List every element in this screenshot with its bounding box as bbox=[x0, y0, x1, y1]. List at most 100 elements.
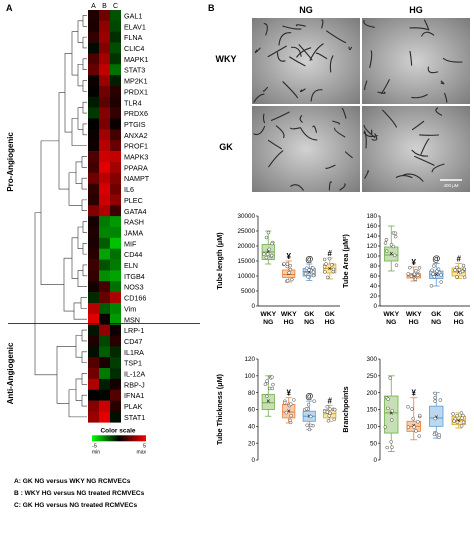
micrograph-image bbox=[252, 18, 360, 104]
dendrogram-branch bbox=[81, 329, 87, 342]
gene-label: CD47 bbox=[124, 337, 142, 346]
heatmap-cell bbox=[110, 161, 121, 174]
data-point bbox=[288, 263, 293, 268]
dendrogram-branch bbox=[77, 270, 87, 287]
tube-segment bbox=[444, 92, 448, 103]
heatmap-cell bbox=[88, 357, 99, 369]
gene-label: MIF bbox=[124, 239, 137, 248]
significance-marker: @ bbox=[432, 255, 440, 264]
significance-marker: # bbox=[328, 249, 333, 258]
heatmap-cell bbox=[110, 172, 121, 184]
heatmap-cell bbox=[99, 292, 110, 304]
category-label: NG bbox=[431, 319, 441, 326]
micrograph-row-label: WKY bbox=[216, 54, 237, 64]
data-point bbox=[433, 391, 437, 396]
data-point bbox=[391, 244, 396, 249]
heatmap-cell bbox=[110, 183, 121, 195]
data-point bbox=[460, 416, 464, 420]
tube-segment bbox=[328, 181, 332, 191]
heatmap-cell bbox=[110, 194, 121, 206]
heatmap-cell bbox=[110, 64, 121, 76]
y-axis-title: Tube Thickness (μM) bbox=[215, 373, 224, 445]
scale-max-word: max bbox=[137, 449, 147, 455]
heatmap-cell bbox=[88, 64, 99, 76]
heatmap-cell bbox=[110, 357, 121, 369]
heatmap-cell bbox=[110, 10, 121, 22]
micrograph-image bbox=[252, 106, 360, 192]
gene-label: NAMPT bbox=[124, 174, 150, 183]
gene-label: IFNA1 bbox=[124, 391, 144, 400]
heatmap-cell bbox=[110, 389, 121, 401]
dendrogram-branch bbox=[81, 177, 87, 190]
gene-label: MAPK1 bbox=[124, 55, 148, 64]
y-tick-label: 100 bbox=[244, 373, 255, 380]
heatmap-cell bbox=[110, 335, 121, 347]
heatmap-cell bbox=[110, 118, 121, 130]
data-point bbox=[433, 395, 437, 400]
data-point bbox=[332, 417, 337, 422]
heatmap-cell bbox=[110, 205, 121, 217]
heatmap-cell bbox=[88, 161, 99, 174]
data-point bbox=[451, 412, 455, 416]
heatmap-cell bbox=[99, 216, 110, 228]
comparison-legend: A: GK NG versus WKY NG RCMVECs B : WKY H… bbox=[14, 476, 144, 512]
tube-segment bbox=[341, 107, 347, 119]
heatmap-cell bbox=[110, 140, 121, 152]
tube-segment bbox=[363, 20, 375, 28]
gene-label: ELN bbox=[124, 261, 138, 270]
y-tick-label: 0 bbox=[373, 303, 377, 310]
gene-label: PTGIS bbox=[124, 120, 146, 129]
gene-label: CLIC4 bbox=[124, 44, 144, 53]
data-point bbox=[311, 270, 316, 274]
data-point bbox=[461, 420, 466, 425]
data-point bbox=[282, 262, 286, 266]
mean-marker: × bbox=[287, 409, 291, 416]
micrograph-image bbox=[362, 106, 470, 192]
heatmap-cell bbox=[99, 172, 110, 184]
data-point bbox=[306, 275, 310, 279]
heatmap-cell bbox=[99, 10, 110, 22]
tube-segment bbox=[411, 94, 428, 99]
dendrogram-branch bbox=[77, 107, 83, 130]
significance-marker: ¥ bbox=[287, 389, 292, 398]
tube-segment bbox=[262, 113, 266, 124]
tube-segment bbox=[282, 25, 302, 30]
tube-segment bbox=[296, 47, 312, 58]
dendrogram-branch bbox=[75, 378, 82, 401]
column-label-a: A bbox=[91, 3, 96, 10]
tube-formation-micrographs: NG HG WKY GK 400 μM bbox=[216, 5, 470, 192]
y-tick-label: 200 bbox=[366, 390, 377, 397]
y-tick-label: 30000 bbox=[237, 213, 255, 220]
dendrogram-branch bbox=[58, 92, 69, 190]
data-point bbox=[412, 425, 416, 429]
column-label-c: C bbox=[113, 3, 118, 10]
data-point bbox=[457, 268, 462, 272]
data-point bbox=[411, 416, 415, 421]
heatmap-cell bbox=[110, 96, 121, 108]
heatmap-cell bbox=[88, 20, 99, 32]
heatmap-cell bbox=[110, 151, 121, 163]
data-point bbox=[410, 407, 414, 411]
category-label: NG bbox=[304, 319, 314, 326]
heatmap-cell bbox=[110, 129, 121, 141]
gene-label: CD44 bbox=[124, 250, 142, 259]
data-point bbox=[328, 407, 332, 411]
dendrogram-branch bbox=[71, 118, 87, 146]
heatmap-cell bbox=[88, 227, 99, 239]
data-point bbox=[287, 270, 291, 275]
data-point bbox=[412, 272, 417, 277]
data-point bbox=[384, 249, 389, 253]
data-point bbox=[389, 440, 393, 444]
data-point bbox=[332, 407, 337, 412]
significance-marker: ¥ bbox=[412, 258, 417, 267]
dendrogram-branch bbox=[34, 212, 57, 376]
tube-thickness-chart: Tube Thickness (μM)020406080100120××¥×@×… bbox=[215, 356, 337, 464]
data-point bbox=[263, 382, 268, 386]
gene-label: MSN bbox=[124, 315, 140, 324]
y-tick-label: 120 bbox=[244, 356, 255, 363]
data-point bbox=[383, 425, 388, 429]
heatmap-cell bbox=[110, 248, 121, 260]
tube-segment bbox=[321, 19, 324, 29]
gene-label: GATA4 bbox=[124, 207, 147, 216]
y-tick-label: 120 bbox=[366, 243, 377, 250]
